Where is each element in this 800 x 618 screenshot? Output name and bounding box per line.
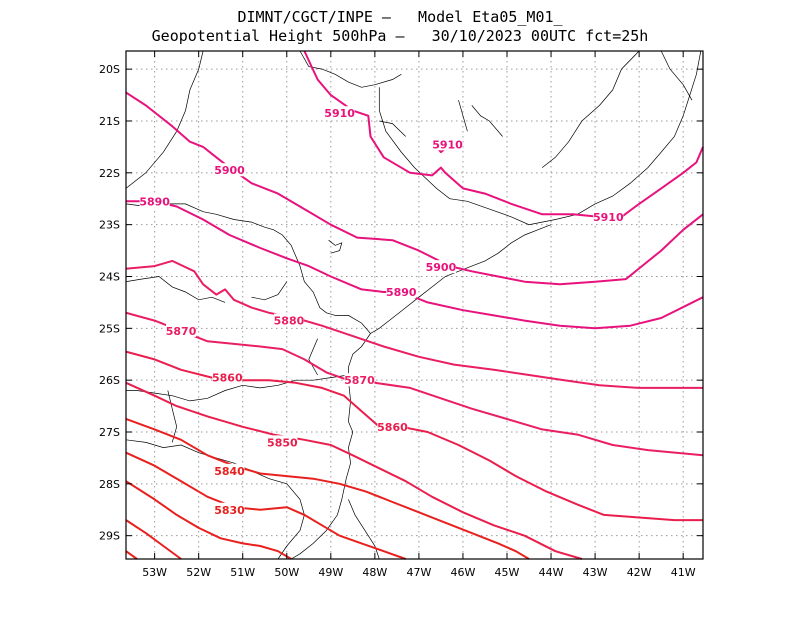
- coastline: [126, 374, 367, 402]
- contour-line: [125, 550, 138, 560]
- contour-label-bg: [425, 260, 456, 274]
- x-tick-label: 41W: [671, 566, 696, 579]
- contour-label-bg: [166, 323, 197, 337]
- coastline: [299, 50, 402, 88]
- contour-label-bg: [267, 435, 298, 449]
- coastline: [458, 100, 468, 132]
- y-tick-label: 28S: [99, 478, 120, 491]
- contour-label-bg: [593, 209, 624, 223]
- coastline: [125, 50, 204, 189]
- contour-label: 5870: [344, 374, 375, 387]
- contour-label: 5850: [267, 436, 298, 449]
- x-tick-label: 47W: [406, 566, 431, 579]
- coastline: [471, 105, 503, 137]
- y-tick-label: 21S: [99, 115, 120, 128]
- contour-label: 5830: [214, 504, 245, 517]
- contour-label-bg: [273, 313, 304, 327]
- contour-label-bg: [344, 373, 375, 387]
- contour-line: [126, 200, 704, 330]
- contour-label-bg: [432, 137, 463, 151]
- coastline: [125, 276, 226, 303]
- x-tick-label: 42W: [627, 566, 652, 579]
- coastline: [348, 499, 380, 560]
- contour-line: [125, 418, 530, 560]
- contour-label-bg: [324, 106, 355, 120]
- coastline: [370, 224, 552, 334]
- coastline: [251, 281, 288, 301]
- grid-lines: [126, 51, 703, 559]
- contour-line: [125, 259, 703, 389]
- contour-label: 5860: [377, 421, 408, 434]
- y-tick-label: 29S: [99, 530, 120, 543]
- contour-line: [125, 91, 704, 286]
- contour-label: 5860: [212, 372, 243, 385]
- x-tick-label: 44W: [539, 566, 564, 579]
- x-tick-label: 45W: [495, 566, 520, 579]
- contour-label-bg: [139, 194, 170, 208]
- contour-label-bg: [212, 370, 243, 384]
- contour-lines: [125, 50, 704, 560]
- coastline: [308, 338, 318, 376]
- contour-label: 5910: [593, 211, 624, 224]
- contour-label-bg: [377, 419, 408, 433]
- x-tick-label: 46W: [451, 566, 476, 579]
- x-tick-label: 48W: [362, 566, 387, 579]
- contour-label: 5880: [274, 315, 305, 328]
- coastline: [660, 50, 693, 101]
- y-tick-label: 27S: [99, 426, 120, 439]
- contour-label-bg: [386, 285, 417, 299]
- coastline: [541, 50, 640, 168]
- contour-label: 5840: [214, 465, 245, 478]
- contour-label: 5870: [166, 325, 197, 338]
- contour-line: [125, 480, 292, 560]
- coastline: [378, 50, 702, 226]
- contour-label-bg: [214, 463, 245, 477]
- contour-label: 5890: [386, 286, 417, 299]
- map-frame: [125, 50, 704, 560]
- x-tick-label: 51W: [230, 566, 255, 579]
- y-tick-label: 24S: [99, 270, 120, 283]
- coastline: [125, 203, 371, 334]
- contour-line: [125, 451, 407, 560]
- coastline: [348, 333, 371, 381]
- coastlines: [125, 50, 702, 560]
- contour-labels: 5910 5910 5910 5900 5900 5890 5890 5880 5870 5870…: [139, 106, 624, 517]
- contour-line: [125, 519, 182, 560]
- x-tick-label: 49W: [318, 566, 343, 579]
- contour-label: 5910: [324, 107, 355, 120]
- coastline: [328, 239, 343, 254]
- contour-label: 5900: [426, 261, 457, 274]
- chart-title-line-2: Geopotential Height 500hPa – 30/10/2023 …: [151, 27, 649, 45]
- x-tick-label: 43W: [583, 566, 608, 579]
- coastline: [167, 390, 178, 443]
- contour-line: [125, 381, 583, 560]
- y-tick-label: 26S: [99, 374, 120, 387]
- x-tick-label: 52W: [186, 566, 211, 579]
- y-tick-label: 23S: [99, 219, 120, 232]
- contour-line: [303, 50, 704, 218]
- coastline: [379, 120, 406, 137]
- contour-label-bg: [214, 502, 245, 516]
- x-tick-label: 53W: [142, 566, 167, 579]
- contour-label-bg: [214, 163, 245, 177]
- x-tick-label: 50W: [274, 566, 299, 579]
- y-tick-label: 25S: [99, 322, 120, 335]
- axis-ticks: 53W 52W 51W 50W 49W 48W 47W 46W 45W 44W 43W 42W 41W 2…: [99, 51, 703, 579]
- contour-label: 5900: [214, 164, 245, 177]
- contour-label: 5890: [139, 195, 170, 208]
- y-tick-label: 20S: [99, 63, 120, 76]
- y-tick-label: 22S: [99, 167, 120, 180]
- chart-title-line-1: DIMNT/CGCT/INPE – Model Eta05_M01_: [237, 8, 563, 26]
- contour-label: 5910: [432, 138, 463, 151]
- coastline: [291, 380, 354, 560]
